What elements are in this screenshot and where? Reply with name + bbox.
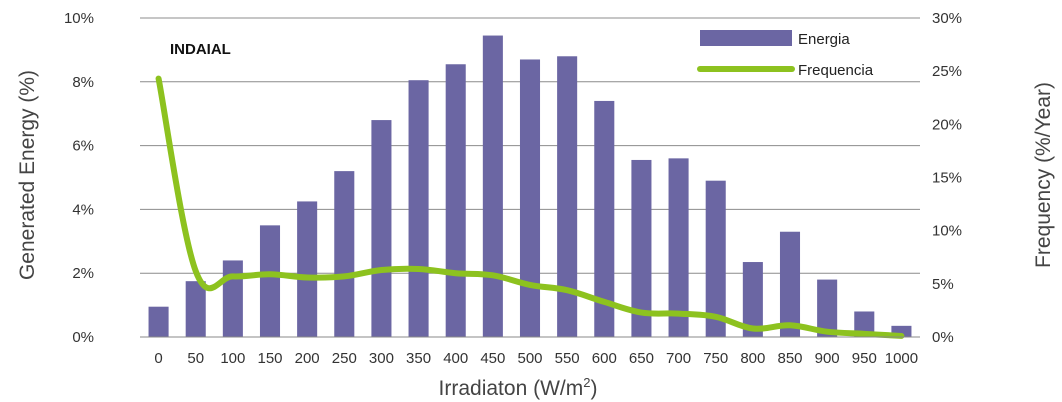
x-tick-label: 600 (592, 350, 617, 367)
bar-100 (222, 260, 243, 337)
x-tick-label: 1000 (885, 350, 918, 367)
x-axis-title: Irradiaton (W/m2) (439, 375, 598, 400)
legend-label-energia: Energia (798, 31, 850, 48)
bar-550 (557, 56, 578, 337)
legend: Energia Frequencia (697, 30, 874, 79)
bar-450 (482, 35, 503, 338)
x-tick-label: 200 (295, 350, 320, 367)
bar-0 (148, 306, 169, 337)
bar-1000 (891, 325, 912, 337)
x-tick-label: 500 (517, 350, 542, 367)
x-tick-label: 700 (666, 350, 691, 367)
x-tick-label: 800 (740, 350, 765, 367)
bar-500 (519, 59, 541, 337)
right-y-axis-title: Frequency (%/Year) (1032, 82, 1055, 268)
x-tick-label: 900 (815, 350, 840, 367)
x-tick-label: 100 (220, 350, 245, 367)
x-tick-label: 300 (369, 350, 394, 367)
frequency-line (155, 75, 905, 339)
x-tick-label: 400 (443, 350, 468, 367)
left-y-tick-label: 6% (72, 138, 94, 155)
left-y-tick-label: 8% (72, 74, 94, 91)
x-tick-labels: 0 50 100 150 200 250 300 350 400 450 500 550 600 650 7… (154, 350, 918, 367)
x-tick-label: 150 (257, 350, 282, 367)
bar-50 (185, 281, 206, 337)
right-y-tick-label: 25% (932, 63, 962, 80)
chart-annotation: INDAIAL (170, 41, 231, 58)
left-y-axis-title: Generated Energy (%) (16, 70, 39, 280)
x-tick-label: 350 (406, 350, 431, 367)
energy-bars (148, 35, 912, 338)
right-y-tick-label: 15% (932, 170, 962, 187)
x-tick-label: 0 (154, 350, 162, 367)
bar-750 (705, 180, 726, 337)
bar-700 (668, 158, 689, 337)
x-tick-label: 650 (629, 350, 654, 367)
x-tick-label: 250 (332, 350, 357, 367)
bar-350 (408, 80, 429, 337)
x-tick-label: 550 (555, 350, 580, 367)
bar-600 (594, 100, 615, 337)
x-tick-label: 50 (187, 350, 204, 367)
right-y-tick-label: 5% (932, 276, 954, 293)
x-tick-label: 850 (777, 350, 802, 367)
right-y-tick-label: 10% (932, 223, 962, 240)
right-y-tick-label: 30% (932, 10, 962, 27)
bar-400 (445, 64, 466, 337)
bar-200 (297, 201, 318, 337)
right-y-tick-label: 0% (932, 329, 954, 346)
right-y-tick-labels: 0% 5% 10% 15% 20% 25% 30% (932, 10, 962, 346)
x-tick-label: 450 (480, 350, 505, 367)
left-y-tick-label: 2% (72, 265, 94, 282)
x-tick-label: 750 (703, 350, 728, 367)
left-y-tick-label: 10% (64, 10, 94, 27)
bar-900 (817, 279, 838, 337)
bar-650 (631, 159, 652, 337)
bar-800 (742, 262, 763, 337)
left-y-tick-label: 0% (72, 329, 94, 346)
x-tick-label: 950 (852, 350, 877, 367)
legend-label-frequencia: Frequencia (798, 62, 874, 79)
legend-swatch-energia (700, 30, 792, 46)
bar-150 (259, 225, 281, 337)
bar-250 (334, 171, 355, 337)
bar-850 (779, 231, 801, 337)
left-y-tick-labels: 0% 2% 4% 6% 8% 10% (64, 10, 94, 346)
left-y-tick-label: 4% (72, 201, 94, 218)
right-y-tick-label: 20% (932, 116, 962, 133)
bar-300 (371, 120, 392, 337)
